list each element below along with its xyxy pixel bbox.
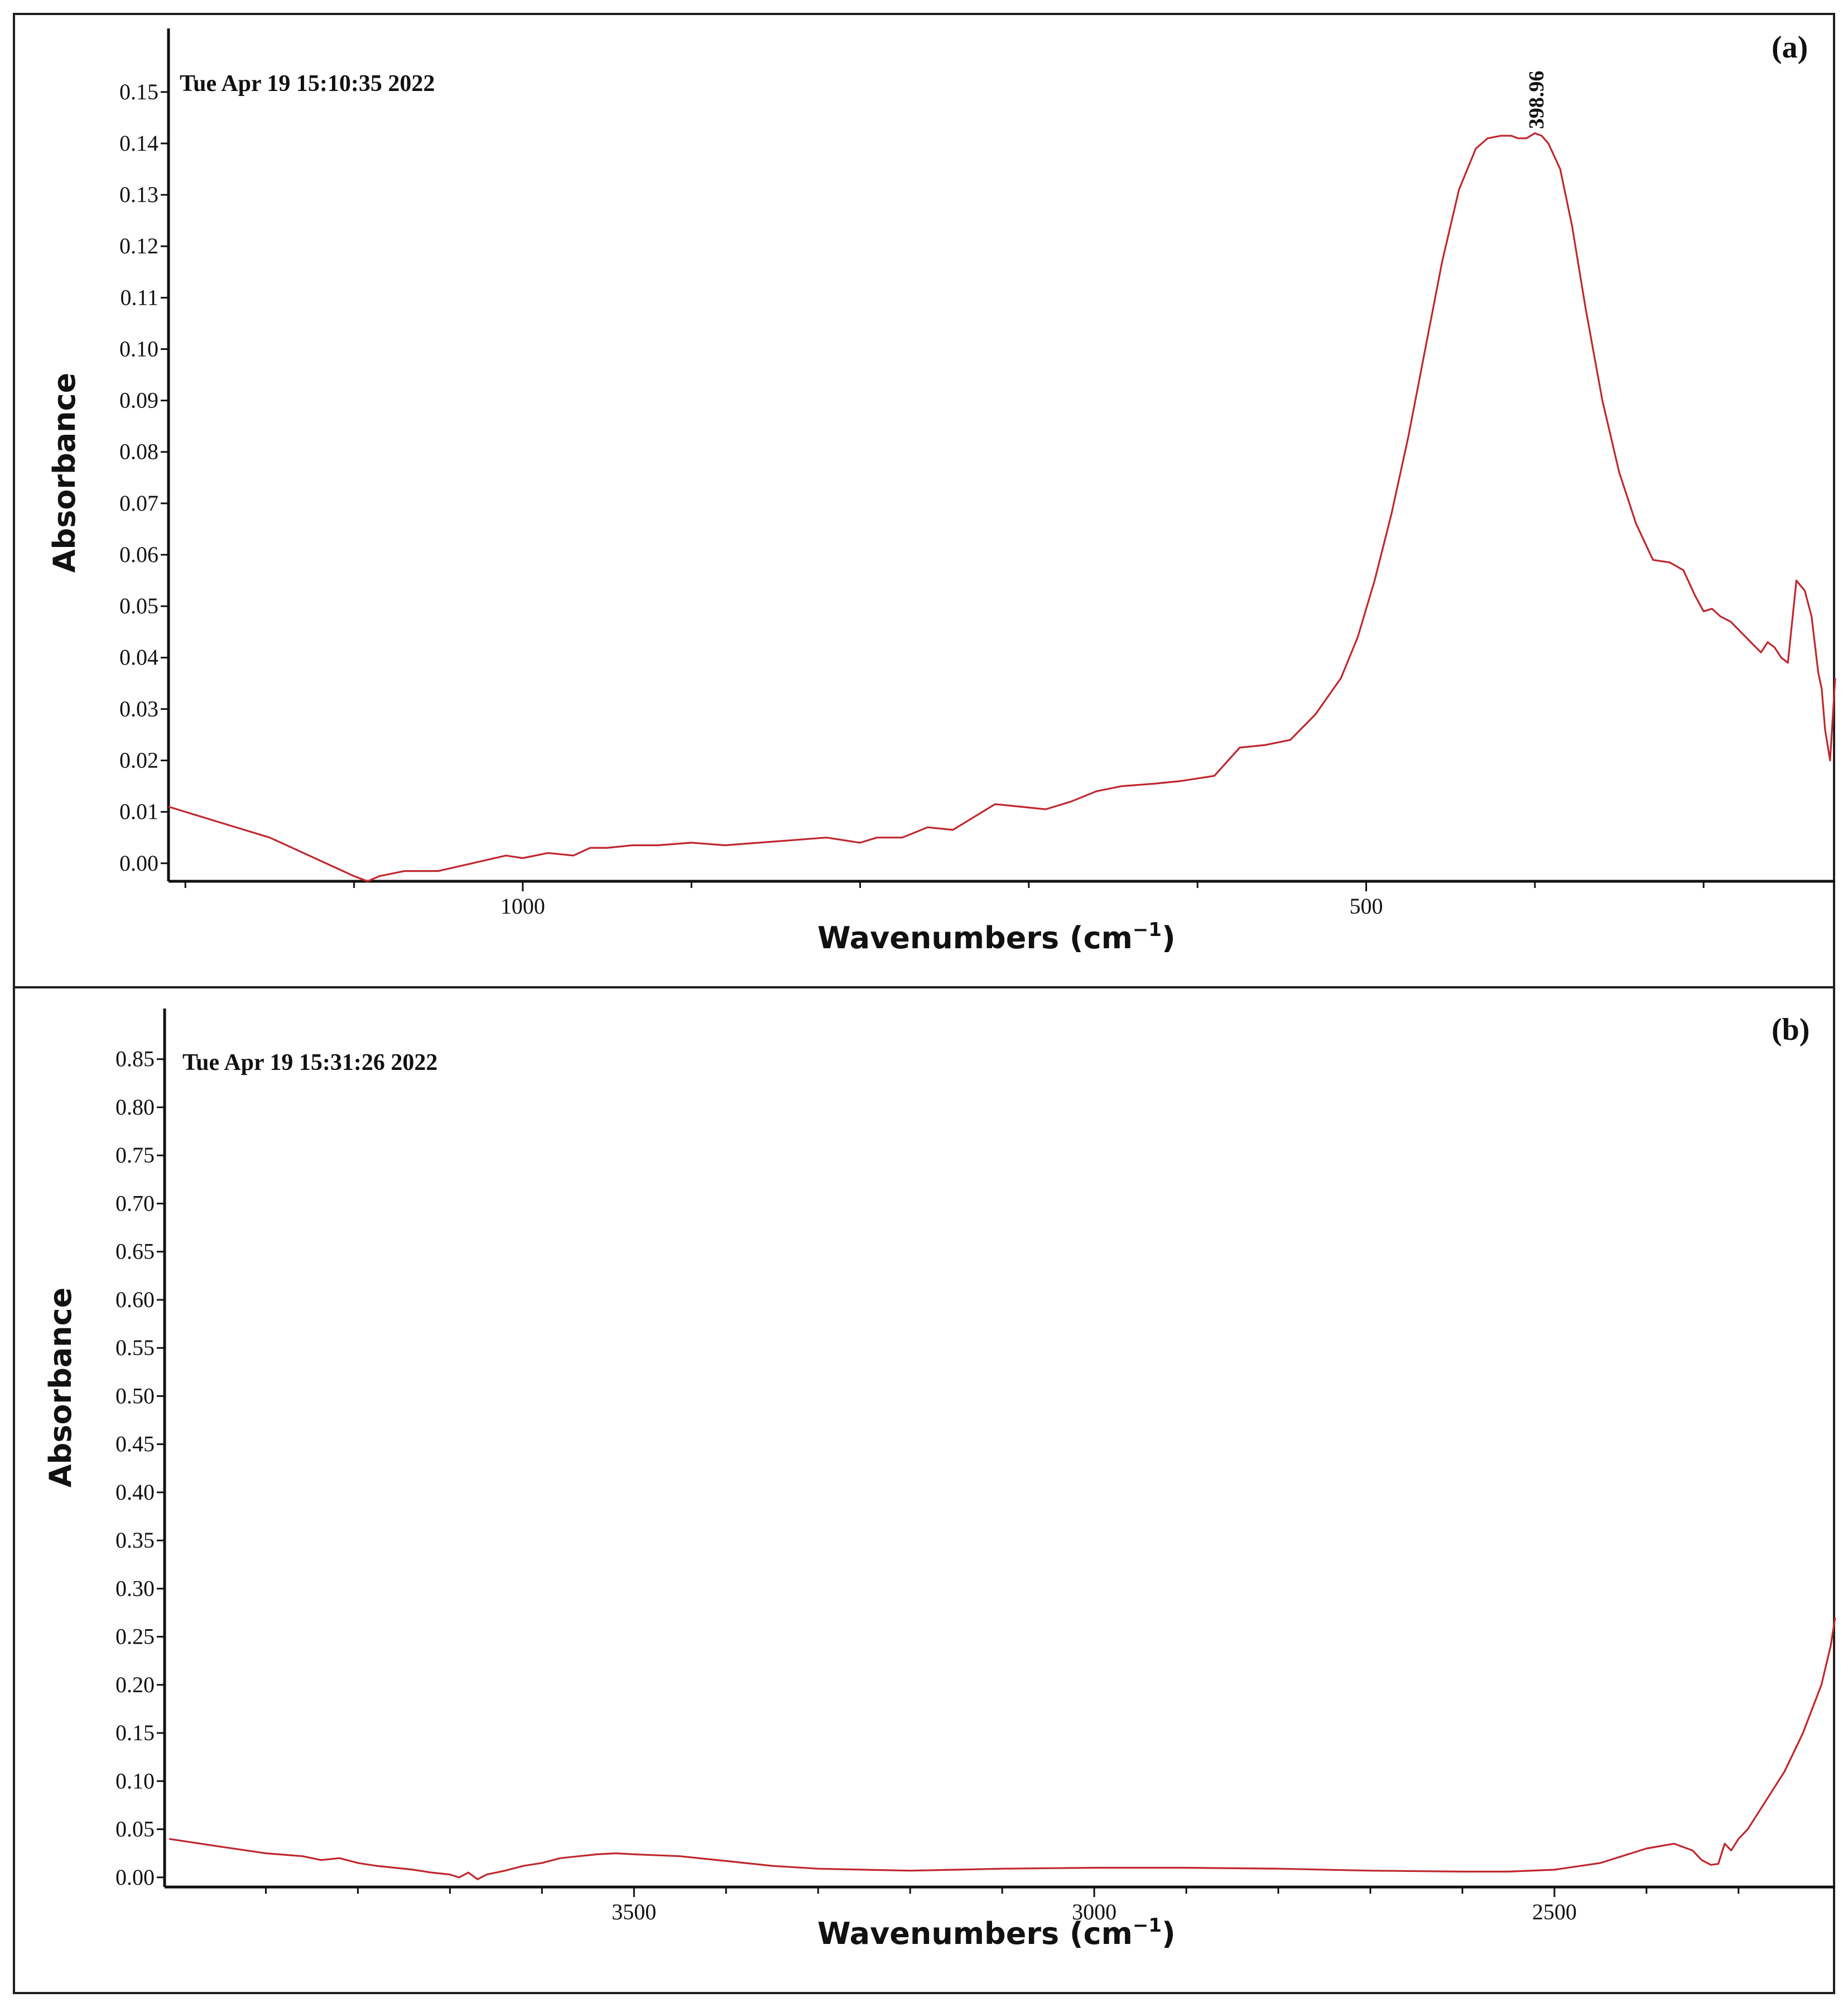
y-tick-label: 0.25 [116, 1624, 155, 1649]
y-tick-label: 0.75 [116, 1142, 155, 1168]
y-tick-label: 0.80 [116, 1094, 155, 1120]
spectrum-panel-a: 0.00 0.01 0.02 0.03 0.04 0.05 0.06 0.07 0.08 0.09… [13, 13, 1836, 988]
y-tick-label: 0.05 [116, 1817, 155, 1842]
chart-a-svg: 0.00 0.01 0.02 0.03 0.04 0.05 0.06 0.07 0.08 0.09… [47, 28, 1836, 956]
y-tick-label: 0.14 [119, 131, 158, 156]
series-line-b [169, 1617, 1836, 1880]
y-axis-title-b: Absorbance [43, 1288, 78, 1488]
y-tick-label: 0.01 [119, 799, 158, 824]
x-tick-label: 1000 [501, 894, 545, 919]
y-tick-label: 0.10 [119, 336, 158, 361]
y-tick-label: 0.03 [119, 696, 158, 721]
timestamp-b: Tue Apr 19 15:31:26 2022 [182, 1050, 437, 1075]
x-tick-label: 3000 [1072, 1899, 1116, 1924]
y-tick-label: 0.05 [119, 593, 158, 618]
y-tick-label: 0.06 [119, 542, 158, 567]
y-tick-label: 0.15 [119, 79, 158, 104]
y-tick-label: 0.09 [119, 388, 158, 413]
chart-b-svg: 0.00 0.05 0.10 0.15 0.20 0.25 0.30 0.35 0.40 0.45… [43, 1009, 1836, 1951]
x-axis-b: 3500 3000 2500 [165, 1885, 1835, 1924]
y-tick-label: 0.12 [119, 233, 158, 258]
y-tick-label: 0.00 [119, 851, 158, 876]
y-tick-label: 0.13 [119, 182, 158, 207]
x-axis-title-a: Wavenumbers (cm−1) [817, 919, 1176, 956]
spectrum-panel-b: 0.00 0.05 0.10 0.15 0.20 0.25 0.30 0.35 0.40 0.45… [13, 986, 1836, 1994]
y-axis-title-a: Absorbance [47, 373, 82, 573]
y-axis-a: 0.00 0.01 0.02 0.03 0.04 0.05 0.06 0.07 0.08 0.09… [119, 28, 170, 881]
y-tick-label: 0.60 [116, 1287, 155, 1312]
y-tick-label: 0.65 [116, 1239, 155, 1264]
y-axis-b: 0.00 0.05 0.10 0.15 0.20 0.25 0.30 0.35 0.40 0.45… [116, 1009, 166, 1890]
y-tick-label: 0.08 [119, 439, 158, 464]
y-tick-label: 0.07 [119, 491, 158, 516]
y-tick-label: 0.15 [116, 1720, 155, 1745]
y-tick-label: 0.30 [116, 1576, 155, 1601]
y-tick-label: 0.11 [120, 285, 158, 310]
y-tick-label: 0.00 [116, 1865, 155, 1890]
y-tick-label: 0.35 [116, 1528, 155, 1553]
panel-label-a: (a) [1772, 30, 1808, 65]
x-axis-a: 1000 500 [169, 880, 1835, 919]
timestamp-a: Tue Apr 19 15:10:35 2022 [180, 71, 435, 97]
series-line-a [168, 132, 1836, 882]
peak-annotation: 398.96 [1525, 71, 1548, 129]
y-tick-label: 0.20 [116, 1672, 155, 1697]
x-tick-label: 500 [1350, 894, 1383, 919]
x-tick-label: 2500 [1532, 1899, 1577, 1924]
y-tick-label: 0.70 [116, 1190, 155, 1216]
y-tick-label: 0.04 [119, 645, 158, 670]
y-tick-label: 0.02 [119, 748, 158, 773]
y-tick-label: 0.85 [116, 1046, 155, 1072]
y-tick-label: 0.50 [116, 1383, 155, 1408]
panel-label-b: (b) [1772, 1012, 1810, 1047]
x-axis-title-b: Wavenumbers (cm−1) [817, 1914, 1176, 1951]
x-tick-label: 3500 [612, 1899, 656, 1924]
y-tick-label: 0.10 [116, 1768, 155, 1793]
y-tick-label: 0.45 [116, 1432, 155, 1457]
y-tick-label: 0.55 [116, 1335, 155, 1360]
y-tick-label: 0.40 [116, 1480, 155, 1505]
